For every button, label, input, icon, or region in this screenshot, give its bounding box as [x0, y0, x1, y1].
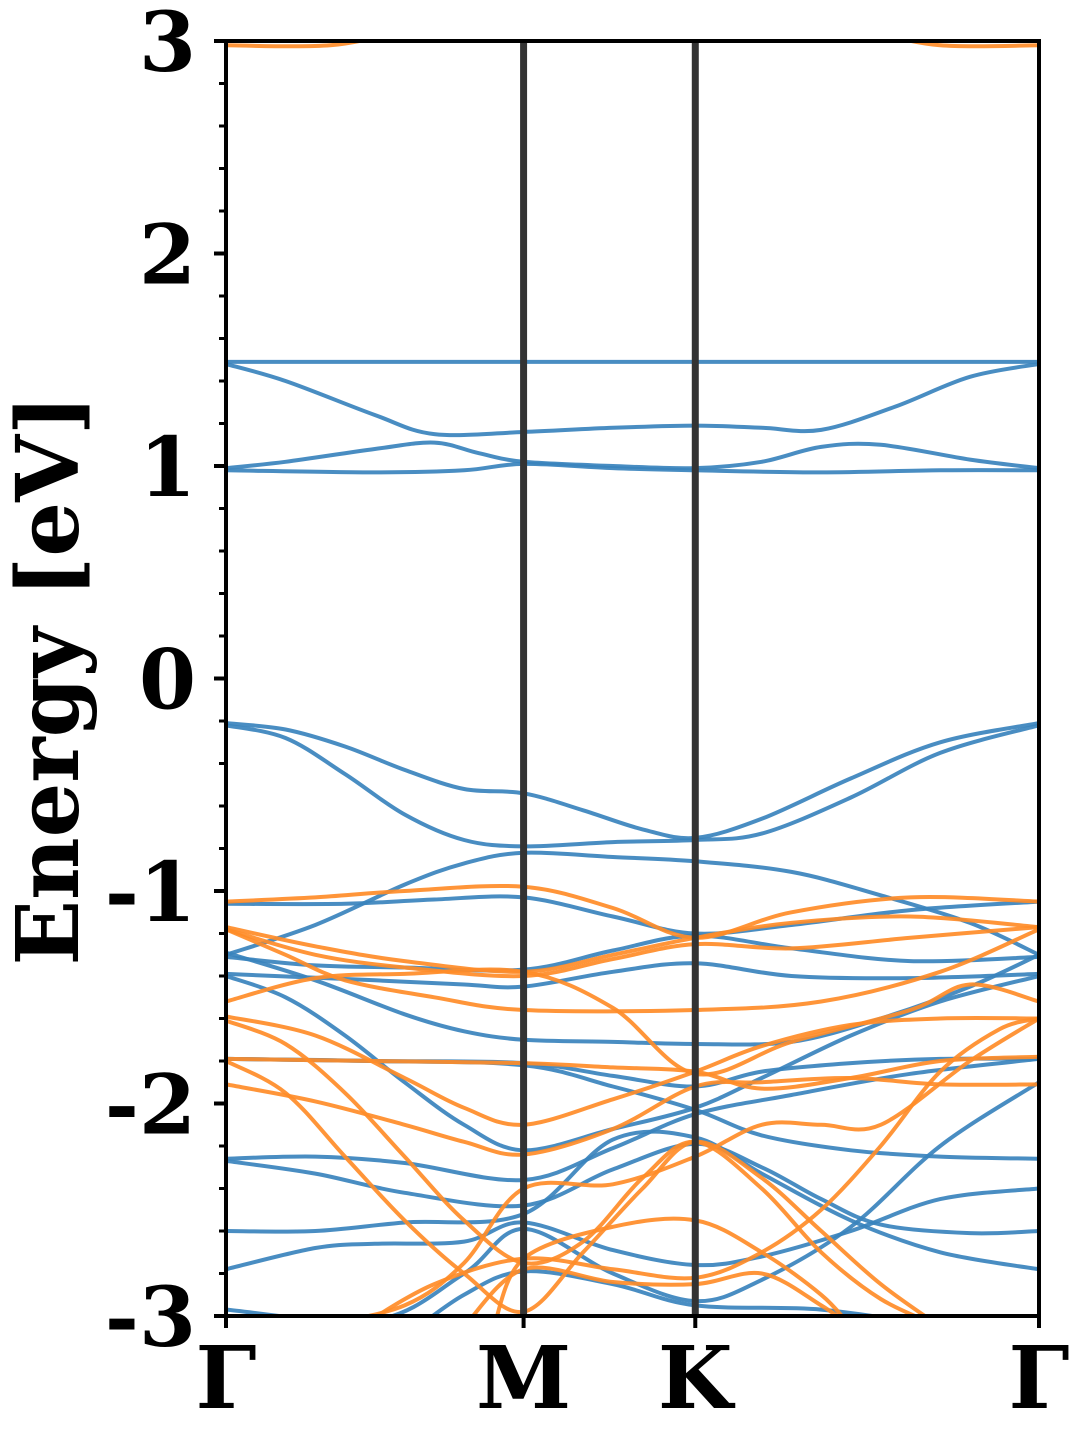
x-tick-label: Γ	[195, 1328, 256, 1429]
y-tick-label: -1	[105, 845, 196, 941]
y-tick-label: 3	[139, 0, 196, 91]
blue-band-line	[226, 1186, 1039, 1272]
y-axis-label: Energy [eV]	[0, 395, 99, 966]
orange-band-line	[373, 1016, 1039, 1316]
orange-band-line	[226, 883, 1039, 940]
blue-band-line	[226, 961, 1039, 990]
band-lines	[226, 41, 1039, 1316]
x-tick-label: K	[658, 1328, 736, 1429]
blue-band-line	[226, 850, 1039, 957]
blue-band-line	[226, 933, 1039, 973]
orange-band-line	[226, 967, 1039, 1077]
y-tick-label: -2	[105, 1058, 196, 1154]
orange-band-line	[226, 925, 1039, 979]
orange-band-line	[226, 1075, 1039, 1157]
blue-band-line	[226, 1080, 1039, 1316]
orange-band-line	[226, 41, 370, 49]
high-symmetry-dividers	[520, 41, 699, 1316]
blue-band-line	[226, 723, 1039, 849]
y-tick-label: 2	[139, 208, 196, 304]
blue-band-line	[429, 1269, 887, 1316]
orange-band-line	[226, 1018, 920, 1316]
blue-band-line	[226, 362, 1039, 438]
orange-band-line	[226, 1059, 929, 1316]
blue-band-line	[226, 461, 1039, 475]
blue-band-line	[226, 1129, 1039, 1272]
blue-band-line	[226, 721, 1039, 841]
y-tick-label: -3	[105, 1270, 196, 1366]
blue-band-line	[226, 440, 1039, 471]
orange-band-line	[901, 41, 1039, 49]
blue-band-line	[226, 894, 1039, 936]
orange-band-line	[226, 1054, 1039, 1091]
x-tick-label: Γ	[1008, 1328, 1069, 1429]
orange-band-line	[226, 914, 1039, 974]
y-tick-label: 1	[139, 420, 196, 516]
orange-band-line	[226, 927, 1039, 1014]
orange-band-line	[226, 1014, 1039, 1127]
y-axis-ticks: 3 2 1 0 -1 -2 -3	[105, 0, 226, 1366]
x-tick-label: M	[476, 1328, 571, 1429]
y-tick-label: 0	[139, 633, 196, 729]
